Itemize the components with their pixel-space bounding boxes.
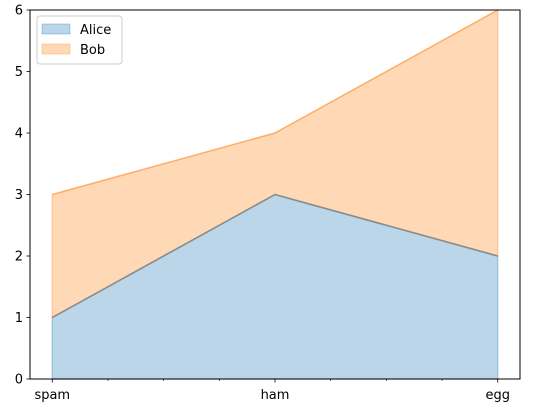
area-edge-bob <box>52 9 499 196</box>
legend-label-alice: Alice <box>80 23 111 38</box>
x-axis: spam ham egg <box>34 379 510 403</box>
legend-label-bob: Bob <box>80 43 105 58</box>
x-tick-label: ham <box>261 388 290 403</box>
y-tick-label: 0 <box>15 373 23 388</box>
y-tick-label: 5 <box>15 65 23 80</box>
line-layer <box>51 9 499 319</box>
y-tick-label: 3 <box>15 188 23 203</box>
legend-swatch-alice <box>41 23 71 35</box>
y-tick-label: 1 <box>15 311 23 326</box>
y-axis: 0 1 2 3 4 5 6 <box>15 4 30 388</box>
y-tick-label: 6 <box>15 4 23 19</box>
x-tick-label: spam <box>34 388 70 403</box>
y-tick-label: 4 <box>15 127 23 142</box>
series-boundary-line <box>51 193 498 319</box>
y-tick-label: 2 <box>15 250 23 265</box>
legend-box <box>36 15 123 65</box>
legend: Alice Bob <box>36 15 123 65</box>
x-tick-label: egg <box>485 388 510 403</box>
legend-swatch-bob <box>41 43 71 55</box>
